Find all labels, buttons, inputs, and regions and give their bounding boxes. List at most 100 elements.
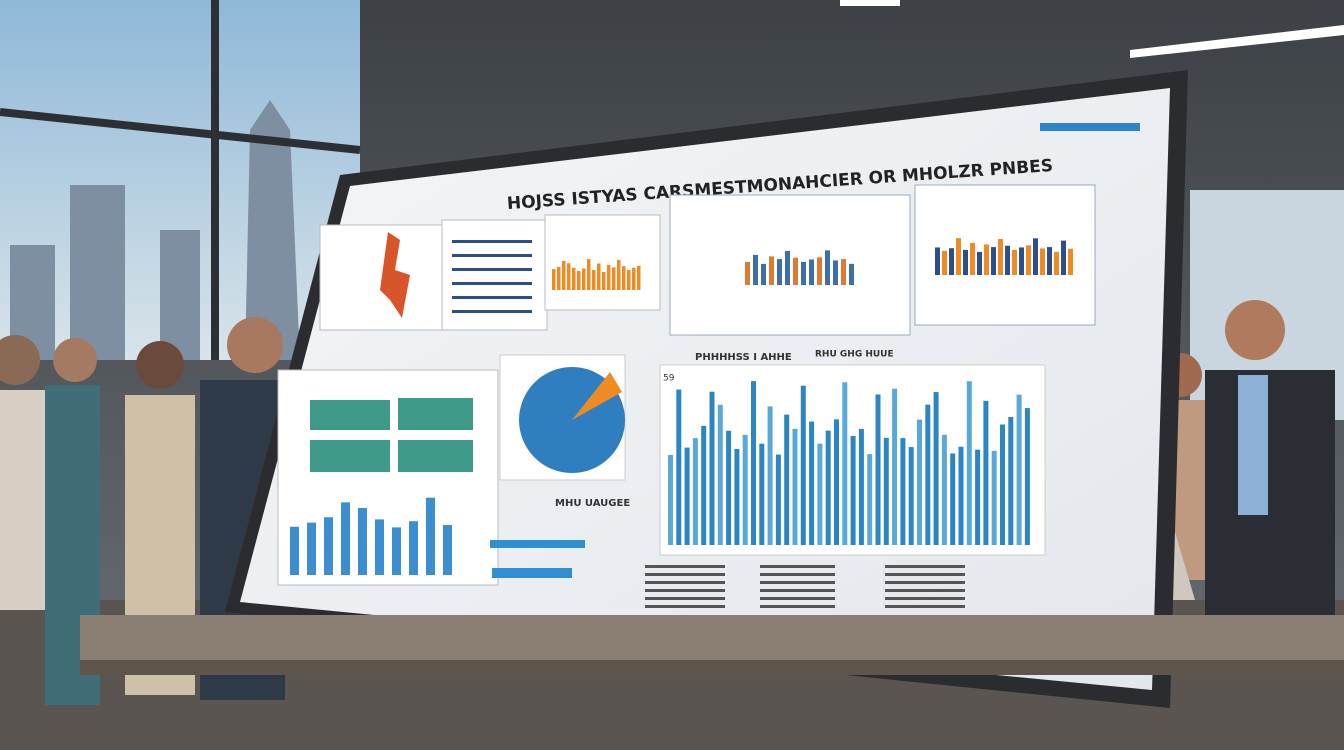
deco-bar bbox=[917, 419, 922, 545]
heat-block bbox=[398, 440, 473, 472]
deco-line bbox=[452, 296, 532, 299]
deco-bar bbox=[966, 381, 972, 545]
deco-line bbox=[452, 310, 532, 313]
map-shape bbox=[380, 232, 410, 318]
deco-line bbox=[645, 605, 725, 608]
shirt bbox=[1238, 375, 1268, 515]
deco-bar bbox=[1008, 416, 1014, 545]
deco-bar bbox=[769, 256, 774, 285]
deco-line bbox=[760, 581, 835, 584]
building bbox=[70, 185, 125, 360]
deco-bar bbox=[557, 266, 561, 290]
deco-bar bbox=[867, 454, 873, 545]
heading: MHU UAUGEE bbox=[555, 498, 630, 509]
deco-bar bbox=[841, 259, 846, 285]
deco-bar bbox=[307, 522, 316, 575]
deco-bar bbox=[1016, 394, 1022, 545]
deco-bar bbox=[1019, 247, 1024, 275]
ceiling-light bbox=[840, 0, 900, 6]
deco-bar bbox=[941, 434, 947, 545]
deco-bar bbox=[983, 400, 989, 545]
deco-bar bbox=[627, 270, 631, 290]
deco-bar bbox=[617, 259, 621, 290]
deco-line bbox=[885, 597, 965, 600]
panel bbox=[441, 219, 548, 331]
deco-line bbox=[885, 565, 965, 568]
deco-bar bbox=[692, 438, 698, 545]
deco-bar bbox=[800, 385, 806, 545]
people-left bbox=[0, 317, 285, 705]
heat-block bbox=[310, 440, 390, 472]
deco-bar bbox=[751, 381, 756, 545]
deco-bar bbox=[1033, 238, 1038, 275]
deco-bar bbox=[676, 389, 682, 545]
pie-wedge bbox=[572, 372, 622, 420]
deco-bar bbox=[709, 391, 715, 545]
deco-bar bbox=[587, 259, 591, 290]
deco-bar bbox=[792, 428, 798, 545]
deco-bar bbox=[949, 248, 954, 275]
deco-bar bbox=[341, 502, 350, 575]
axis-label: 59 bbox=[663, 374, 675, 384]
deco-bar bbox=[597, 263, 601, 290]
deco-bar bbox=[793, 257, 798, 285]
deco-bar bbox=[933, 392, 939, 545]
deco-bar bbox=[1024, 408, 1030, 545]
deco-bar bbox=[935, 247, 940, 275]
deco-bar bbox=[607, 264, 611, 290]
deco-bar bbox=[1068, 248, 1073, 275]
window-frame bbox=[0, 0, 361, 360]
skyline bbox=[10, 100, 300, 360]
deco-bar bbox=[958, 446, 964, 545]
deco-bar bbox=[290, 526, 299, 575]
deco-line bbox=[645, 581, 725, 584]
deco-line bbox=[452, 282, 532, 285]
deco-bar bbox=[612, 267, 616, 290]
deco-bar bbox=[562, 260, 566, 290]
deco-bar bbox=[443, 525, 452, 575]
deco-bar bbox=[975, 449, 981, 545]
deco-bar bbox=[637, 265, 641, 290]
deco-bar bbox=[358, 508, 367, 575]
header-tag bbox=[1040, 123, 1140, 131]
heat-block bbox=[310, 400, 390, 430]
deco-line bbox=[760, 565, 835, 568]
progress-bar bbox=[492, 568, 572, 578]
deco-bar bbox=[375, 519, 384, 575]
deco-bar bbox=[842, 382, 848, 545]
deco-bar bbox=[977, 251, 982, 275]
deco-bar bbox=[602, 271, 606, 290]
building bbox=[160, 230, 200, 360]
table bbox=[80, 615, 1344, 660]
head bbox=[53, 338, 97, 382]
deco-bar bbox=[991, 450, 997, 545]
progress-bar bbox=[490, 540, 585, 548]
deco-bar bbox=[784, 414, 790, 545]
deco-bar bbox=[834, 419, 839, 545]
deco-bar bbox=[825, 250, 830, 285]
deco-bar bbox=[622, 266, 626, 290]
head bbox=[1225, 300, 1285, 360]
body bbox=[0, 390, 50, 610]
deco-bar bbox=[817, 257, 822, 285]
deco-bar bbox=[1054, 251, 1059, 275]
heading: PHHHHSS I AHHE bbox=[695, 352, 792, 363]
deco-bar bbox=[950, 453, 956, 545]
heat-block bbox=[398, 398, 473, 430]
deco-line bbox=[452, 240, 532, 243]
deco-line bbox=[452, 268, 532, 271]
deco-bar bbox=[956, 238, 961, 275]
deco-bar bbox=[1047, 247, 1052, 275]
building bbox=[245, 100, 300, 360]
deco-bar bbox=[785, 251, 790, 285]
deco-bar bbox=[809, 421, 815, 545]
head bbox=[227, 317, 283, 373]
deco-bar bbox=[998, 239, 1003, 275]
deco-line bbox=[452, 254, 532, 257]
deco-bar bbox=[777, 259, 782, 285]
deco-line bbox=[885, 605, 965, 608]
deco-bar bbox=[409, 521, 418, 575]
deco-bar bbox=[577, 270, 581, 290]
deco-bar bbox=[767, 406, 773, 545]
